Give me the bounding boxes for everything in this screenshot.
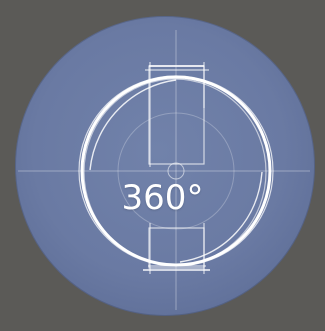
rotation-degrees-label: 360° — [121, 178, 204, 218]
bottom-bar-sketch — [143, 223, 210, 274]
wheel-ring — [78, 75, 274, 267]
